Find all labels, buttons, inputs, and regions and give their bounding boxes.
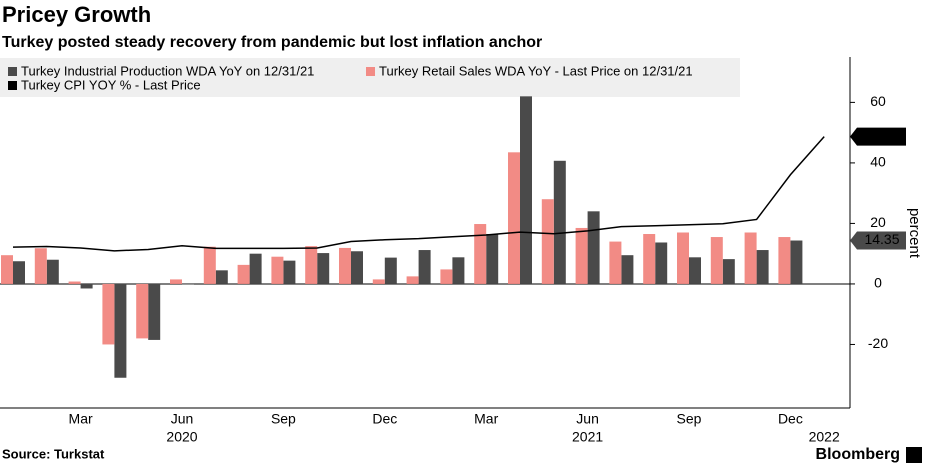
bar	[440, 269, 453, 284]
bar	[215, 270, 228, 284]
legend-box	[0, 58, 740, 97]
y-tick-label: 40	[870, 154, 886, 170]
bar	[486, 234, 499, 284]
bar	[283, 260, 296, 284]
bar	[114, 283, 127, 378]
x-tick-label: Sep	[677, 411, 702, 427]
chart-subtitle: Turkey posted steady recovery from pande…	[2, 34, 542, 51]
x-year-label: 2021	[572, 429, 603, 445]
bar	[722, 259, 735, 284]
x-tick-label: Sep	[271, 411, 296, 427]
chart-title: Pricey Growth	[2, 2, 151, 27]
bar	[339, 247, 351, 284]
y-tick-label: 60	[870, 93, 886, 109]
y-tick-label: 20	[870, 214, 886, 230]
bar	[136, 283, 149, 339]
bar	[418, 250, 431, 284]
bar	[744, 232, 757, 284]
legend-label: Turkey Retail Sales WDA YoY - Last Price…	[379, 63, 693, 78]
bar	[689, 257, 701, 284]
bar	[643, 234, 656, 284]
source: Source: Turkstat	[2, 446, 105, 461]
plot-area	[0, 57, 850, 408]
bar	[474, 224, 487, 284]
y-tick-label: -20	[868, 335, 888, 351]
last-value-label: 14.35	[864, 231, 899, 247]
bar	[677, 232, 689, 284]
bar	[182, 283, 194, 285]
bar	[609, 241, 622, 284]
bar	[710, 237, 723, 284]
bar	[203, 246, 216, 284]
legend-swatch	[366, 67, 375, 76]
last-value-box	[850, 231, 906, 250]
bar	[305, 246, 318, 284]
bar	[148, 283, 161, 340]
bar	[406, 276, 419, 284]
bar	[372, 279, 385, 284]
bar	[541, 199, 554, 284]
bar	[575, 227, 588, 284]
bar	[520, 96, 532, 284]
legend-label: Turkey Industrial Production WDA YoY on …	[21, 63, 314, 78]
x-tick-label: Mar	[69, 411, 93, 427]
x-tick-label: Dec	[778, 411, 803, 427]
last-value-box	[850, 127, 906, 146]
bar	[790, 240, 803, 284]
bar	[237, 264, 250, 284]
x-tick-label: Mar	[474, 411, 498, 427]
bar	[13, 261, 25, 284]
x-tick-label: Jun	[171, 411, 194, 427]
x-year-label: 2022	[809, 429, 840, 445]
last-value-label: 48.69	[864, 127, 899, 143]
bar	[46, 259, 59, 284]
bar	[80, 283, 93, 289]
bar	[587, 211, 600, 284]
bar	[778, 237, 791, 284]
bar	[1, 255, 13, 284]
bar	[34, 248, 47, 284]
legend-swatch	[8, 67, 17, 76]
x-tick-label: Dec	[372, 411, 397, 427]
bar	[317, 253, 330, 284]
x-year-label: 2020	[166, 429, 197, 445]
bar	[271, 256, 284, 284]
bar	[553, 160, 566, 284]
bar	[351, 251, 363, 284]
bar	[452, 257, 465, 284]
bar	[68, 281, 81, 284]
bar	[655, 242, 668, 284]
bar	[621, 255, 634, 284]
bar	[508, 152, 520, 284]
x-tick-label: Jun	[576, 411, 599, 427]
bar	[170, 279, 182, 284]
y-axis-label: percent	[906, 208, 923, 259]
bar	[102, 283, 115, 345]
brand-icon	[906, 447, 922, 463]
bar	[384, 257, 397, 284]
line	[12, 136, 825, 252]
bar	[756, 250, 769, 284]
y-tick-label: 0	[874, 275, 882, 291]
legend-label: Turkey CPI YOY % - Last Price	[21, 77, 201, 92]
legend-swatch	[8, 81, 17, 90]
brand: Bloomberg	[816, 446, 900, 463]
bar	[249, 253, 262, 284]
